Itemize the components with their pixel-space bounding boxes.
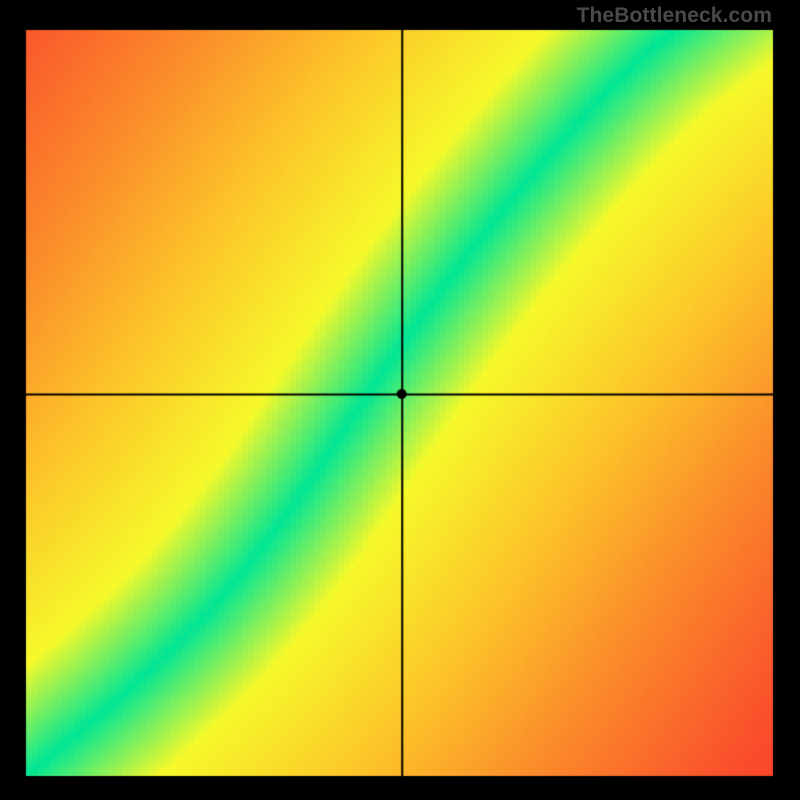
bottleneck-heatmap [0, 0, 800, 800]
watermark-text: TheBottleneck.com [577, 4, 772, 28]
chart-container: { "watermark": { "text": "TheBottleneck.… [0, 0, 800, 800]
